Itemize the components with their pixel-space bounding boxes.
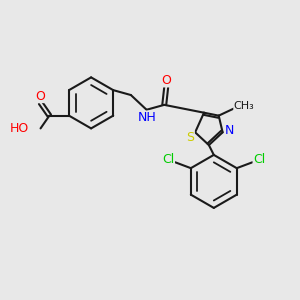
Text: Cl: Cl — [162, 153, 174, 166]
Text: Cl: Cl — [253, 153, 266, 166]
Text: HO: HO — [10, 122, 29, 135]
Text: S: S — [186, 131, 194, 144]
Text: O: O — [36, 89, 46, 103]
Text: CH₃: CH₃ — [234, 101, 255, 111]
Text: O: O — [161, 74, 171, 87]
Text: NH: NH — [138, 111, 157, 124]
Text: N: N — [225, 124, 234, 137]
